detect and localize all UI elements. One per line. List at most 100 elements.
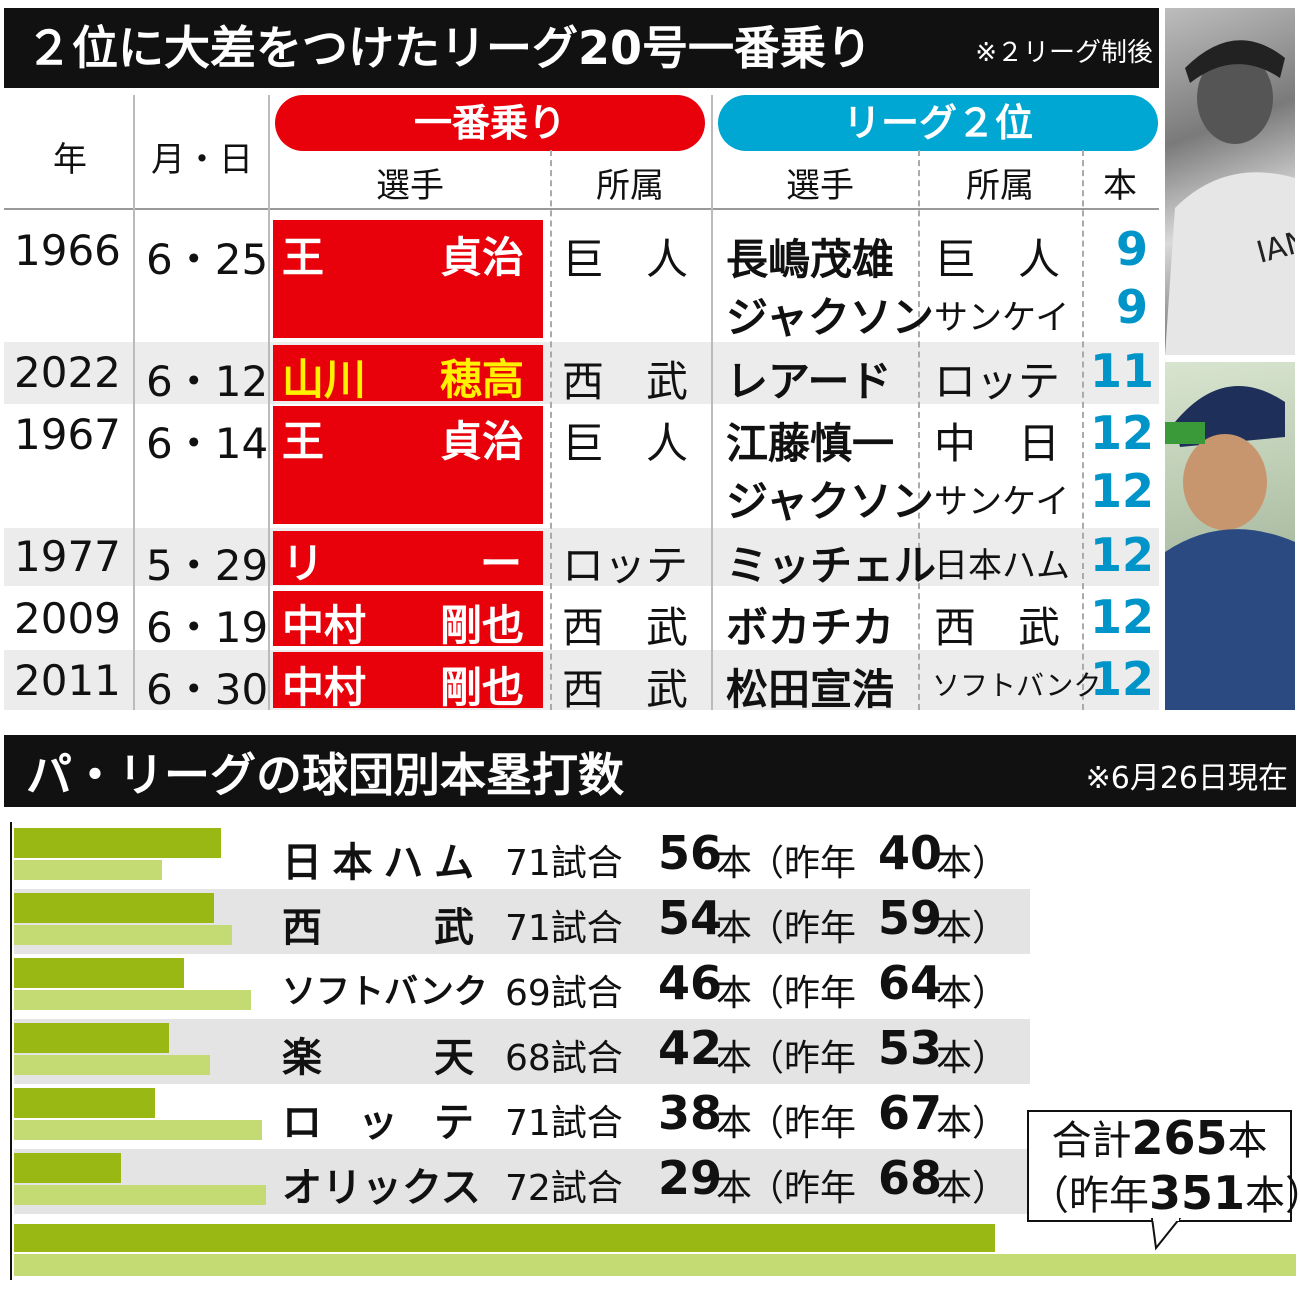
first-player-given: 中村 bbox=[282, 663, 367, 712]
table-title: ２位に大差をつけたリーグ20号一番乗り bbox=[26, 21, 873, 75]
second-hr: 12 bbox=[1090, 406, 1155, 460]
total-prev-value: 351 bbox=[1149, 1166, 1246, 1220]
row-year: 1966 bbox=[14, 226, 121, 275]
prev-prefix: （昨年 bbox=[748, 1038, 857, 1079]
unit-label: 本 bbox=[716, 908, 753, 949]
bar-current bbox=[14, 828, 222, 858]
games-label: 71試合 bbox=[505, 843, 623, 884]
col-second-team: 所属 bbox=[966, 166, 1034, 206]
row-year: 2009 bbox=[14, 594, 121, 643]
bar-previous bbox=[14, 1185, 266, 1205]
divider bbox=[133, 95, 135, 710]
current-value: 46 bbox=[658, 956, 723, 1010]
unit-label: 本 bbox=[716, 843, 753, 884]
first-team: 巨 人 bbox=[562, 235, 689, 284]
first-cell-1977 bbox=[273, 531, 543, 585]
col-hr: 本 bbox=[1103, 166, 1137, 206]
team-label: 西 武 bbox=[282, 905, 474, 951]
row-date: 6・12 bbox=[146, 357, 269, 406]
first-player-family: 穂高 bbox=[440, 355, 525, 404]
second-player: 松田宣浩 bbox=[726, 665, 895, 714]
chart-title-bar: パ・リーグの球団別本塁打数 ※6月26日現在 bbox=[4, 735, 1296, 807]
col-first-player: 選手 bbox=[376, 166, 444, 206]
prev-prefix: （昨年 bbox=[748, 973, 857, 1014]
bar-previous bbox=[14, 1120, 262, 1140]
second-hr: 12 bbox=[1090, 590, 1155, 644]
second-team: 西 武 bbox=[934, 603, 1061, 652]
first-player-given: 中村 bbox=[282, 601, 367, 650]
first-team: ロッテ bbox=[562, 541, 689, 590]
games-label: 68試合 bbox=[505, 1038, 623, 1079]
unit-label: 本 bbox=[716, 1038, 753, 1079]
second-hr: 9 bbox=[1116, 280, 1149, 334]
table-note: ※２リーグ制後 bbox=[975, 38, 1153, 68]
bar-previous bbox=[14, 925, 233, 945]
unit-label: 本 bbox=[716, 1168, 753, 1209]
first-player-given: 王 bbox=[282, 233, 325, 282]
prev-prefix: （昨年 bbox=[748, 908, 857, 949]
divider bbox=[268, 95, 270, 710]
games-label: 72試合 bbox=[505, 1168, 623, 1209]
first-player-family: 貞治 bbox=[440, 233, 525, 282]
second-hr: 9 bbox=[1116, 222, 1149, 276]
chart-title: パ・リーグの球団別本塁打数 bbox=[26, 748, 624, 802]
first-player-family: 貞治 bbox=[440, 417, 525, 466]
unit-label: 本 bbox=[716, 973, 753, 1014]
second-player: ジャクソン bbox=[726, 293, 934, 342]
first-team: 西 武 bbox=[562, 665, 689, 714]
current-value: 38 bbox=[658, 1086, 723, 1140]
second-team: 巨 人 bbox=[934, 235, 1061, 284]
second-player: ジャクソン bbox=[726, 477, 934, 526]
team-label: 楽 天 bbox=[282, 1035, 474, 1081]
bar-current bbox=[14, 1088, 155, 1118]
first-team: 西 武 bbox=[562, 357, 689, 406]
bar-total-current bbox=[14, 1224, 995, 1252]
bar-previous bbox=[14, 1055, 211, 1075]
second-team: サンケイ bbox=[934, 482, 1070, 522]
prev-suffix: 本） bbox=[936, 1038, 1009, 1079]
total-prev-unit: 本） bbox=[1245, 1173, 1300, 1219]
second-team: サンケイ bbox=[934, 298, 1070, 338]
batter-silhouette-icon: IAN bbox=[1165, 40, 1295, 355]
divider bbox=[711, 95, 713, 710]
row-date: 5・29 bbox=[146, 541, 269, 590]
first-team: 巨 人 bbox=[562, 419, 689, 468]
previous-value: 67 bbox=[878, 1086, 943, 1140]
team-label: オリックス bbox=[282, 1165, 481, 1211]
row-year: 2022 bbox=[14, 348, 121, 397]
second-player: 長嶋茂雄 bbox=[726, 235, 895, 284]
second-hr: 12 bbox=[1090, 528, 1155, 582]
player-photo-oh: IAN bbox=[1165, 8, 1295, 355]
first-cell-2011 bbox=[273, 652, 543, 708]
first-player-family: 剛也 bbox=[440, 663, 525, 712]
current-value: 29 bbox=[658, 1151, 723, 1205]
previous-value: 68 bbox=[878, 1151, 943, 1205]
col-year-header: 年 bbox=[53, 140, 87, 180]
col-first-team: 所属 bbox=[596, 166, 664, 206]
second-team: ロッテ bbox=[934, 357, 1061, 406]
second-team: 日本ハム bbox=[934, 546, 1070, 586]
games-label: 69試合 bbox=[505, 973, 623, 1014]
second-hr: 12 bbox=[1090, 464, 1155, 518]
second-player: ボカチカ bbox=[726, 603, 895, 652]
first-player-given: 山川 bbox=[282, 355, 367, 404]
first-player-family: 剛也 bbox=[440, 601, 525, 650]
bar-previous bbox=[14, 860, 162, 880]
second-hr: 11 bbox=[1090, 344, 1155, 398]
row-bg-1977 bbox=[4, 528, 1159, 586]
previous-value: 53 bbox=[878, 1021, 943, 1075]
total-callout: 合計265本 （昨年351本） bbox=[1027, 1110, 1300, 1222]
row-date: 6・19 bbox=[146, 603, 269, 652]
prev-suffix: 本） bbox=[936, 843, 1009, 884]
current-value: 56 bbox=[658, 826, 723, 880]
total-prev-label: （昨年 bbox=[1029, 1173, 1149, 1219]
previous-value: 40 bbox=[878, 826, 943, 880]
second-player: ミッチェル bbox=[726, 541, 937, 590]
second-team: ソフトバンク bbox=[932, 669, 1102, 702]
callout-tail-icon bbox=[1150, 1218, 1182, 1251]
bar-current bbox=[14, 893, 214, 923]
dashed-divider bbox=[1082, 150, 1084, 710]
table-title-bar: ２位に大差をつけたリーグ20号一番乗り ※２リーグ制後 bbox=[4, 8, 1159, 88]
second-hr: 12 bbox=[1090, 652, 1155, 706]
first-cell-2022 bbox=[273, 345, 543, 401]
